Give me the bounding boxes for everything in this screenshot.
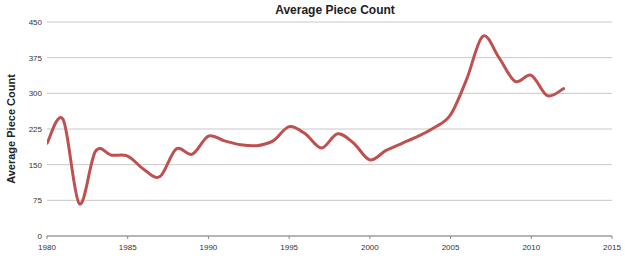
x-tick-label: 1985 xyxy=(119,243,137,252)
x-tick xyxy=(47,236,48,239)
x-tick-label: 2015 xyxy=(603,243,621,252)
x-tick-label: 1980 xyxy=(38,243,56,252)
y-tick-label: 75 xyxy=(33,196,42,205)
plot-area xyxy=(47,36,564,204)
chart-svg: Average Piece Count Average Piece Count 0 7… xyxy=(0,0,625,258)
title: Average Piece Count xyxy=(275,3,395,17)
x-tick xyxy=(208,236,209,239)
grid-line xyxy=(47,164,612,165)
x-tick xyxy=(450,236,451,239)
grid-line xyxy=(47,200,612,201)
y-tick-label: 300 xyxy=(29,89,43,98)
y-tick-label: 225 xyxy=(29,125,43,134)
x-tick-label: 2005 xyxy=(442,243,460,252)
grid-line xyxy=(47,129,612,130)
y-tick-label: 375 xyxy=(29,54,43,63)
grid-line xyxy=(47,22,612,23)
line xyxy=(47,36,564,204)
x-tick xyxy=(369,236,370,239)
x-tick-label: 1990 xyxy=(200,243,218,252)
chart: Average Piece Count Average Piece Count 0 7… xyxy=(0,0,625,258)
x-tick xyxy=(612,236,613,239)
x-tick-label: 2000 xyxy=(361,243,379,252)
x-tick xyxy=(531,236,532,239)
x-tick xyxy=(127,236,128,239)
x-tick-label: 1995 xyxy=(280,243,298,252)
y-tick-label: 150 xyxy=(29,161,43,170)
y-tick-label: 0 xyxy=(38,232,43,241)
grid-line xyxy=(47,236,612,237)
grid-line xyxy=(47,57,612,58)
y-tick-label: 450 xyxy=(29,18,43,27)
x-tick xyxy=(289,236,290,239)
x-tick-label: 2010 xyxy=(522,243,540,252)
y-axis-label: Average Piece Count xyxy=(5,74,17,184)
grid-line xyxy=(47,93,612,94)
x-axis-line xyxy=(47,236,612,237)
